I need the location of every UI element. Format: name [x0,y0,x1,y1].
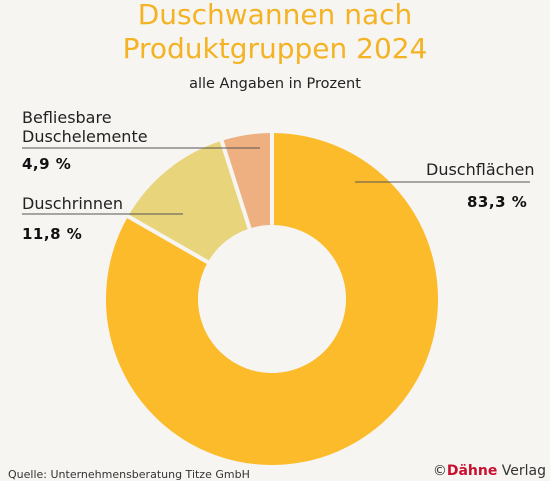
publisher-logo: ©Dähne Verlag [432,463,546,479]
slice-duschelemente [218,128,274,233]
slice-value-duschflaechen: 83,3 % [467,193,528,211]
slice-value-duschrinnen: 11,8 % [22,225,83,243]
slice-label-duschelemente-line1: Befliesbare [22,108,112,127]
slice-label-duschelemente-line2: Duschelemente [22,127,148,146]
slice-label-duschflaechen: Duschflächen [426,160,535,179]
slice-label-duschrinnen: Duschrinnen [22,194,124,213]
source-note: Quelle: Unternehmensberatung Titze GmbH [8,468,250,481]
chart-title-line1: Duschwannen nach [137,0,413,31]
chart-title-line2: Produktgruppen 2024 [122,32,428,65]
slice-duschflaechen [102,128,442,469]
chart-subtitle: alle Angaben in Prozent [189,76,361,92]
slice-value-duschelemente: 4,9 % [22,155,72,173]
